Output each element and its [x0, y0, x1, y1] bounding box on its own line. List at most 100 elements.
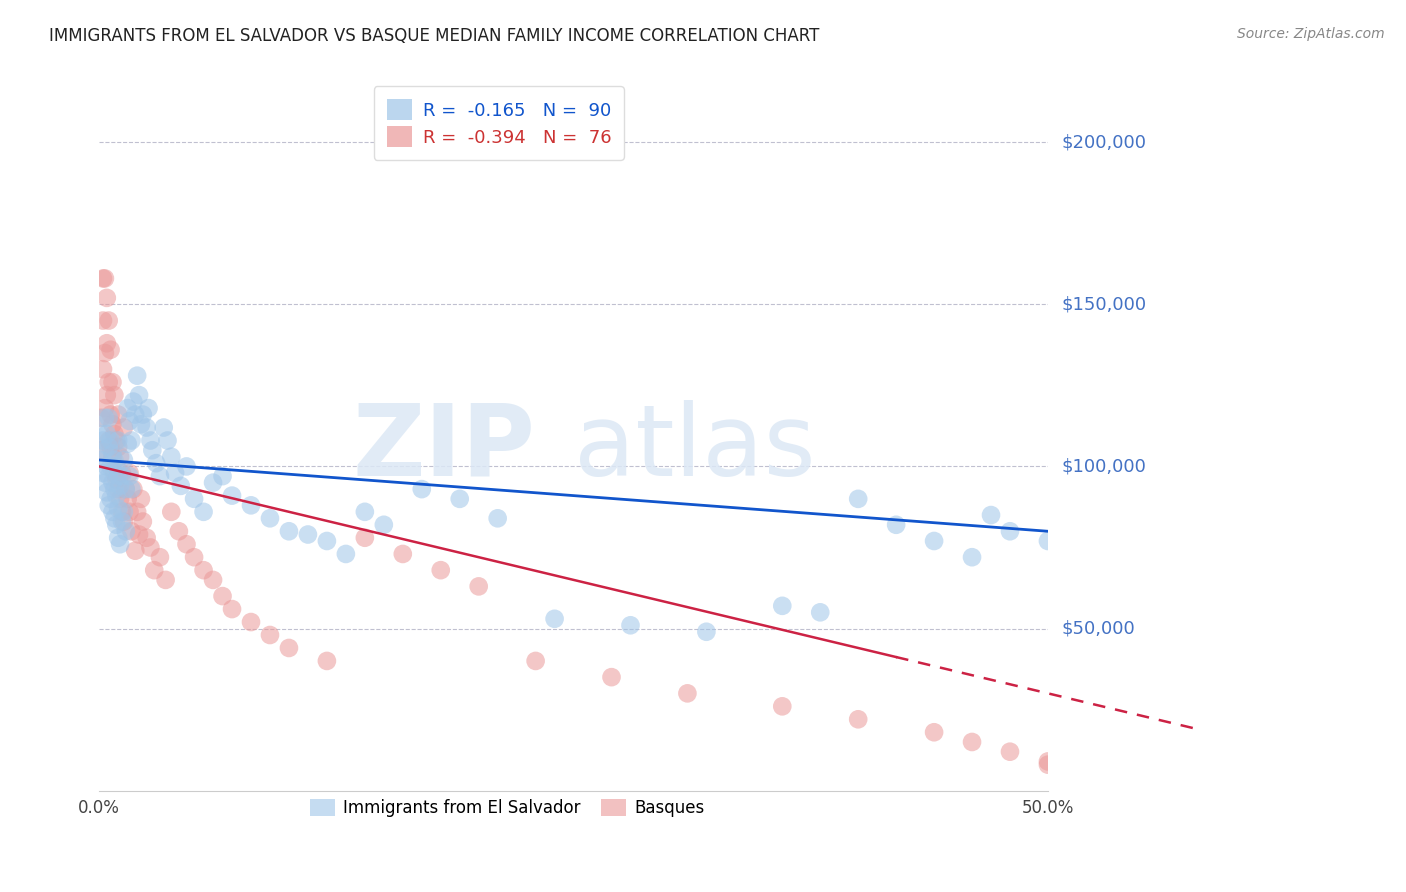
Point — [846, 491, 869, 506]
Point — [155, 573, 177, 587]
Point — [96, 485, 118, 500]
Point — [97, 499, 120, 513]
Point — [884, 517, 907, 532]
Point — [135, 420, 157, 434]
Text: $50,000: $50,000 — [1062, 620, 1136, 638]
Point — [118, 469, 141, 483]
Point — [100, 408, 122, 422]
Point — [118, 414, 141, 428]
Point — [108, 479, 131, 493]
Point — [176, 537, 198, 551]
Point — [100, 434, 122, 448]
Point — [138, 401, 160, 415]
Point — [121, 434, 143, 448]
Point — [117, 491, 139, 506]
Point — [391, 547, 413, 561]
Point — [127, 368, 149, 383]
Point — [96, 336, 118, 351]
Text: ZIP: ZIP — [353, 400, 536, 497]
Point — [118, 505, 141, 519]
Point — [278, 640, 301, 655]
Point — [259, 511, 281, 525]
Point — [114, 482, 136, 496]
Point — [101, 475, 124, 490]
Point — [139, 541, 162, 555]
Point — [960, 550, 983, 565]
Point — [278, 524, 301, 539]
Point — [240, 499, 263, 513]
Point — [132, 408, 155, 422]
Point — [107, 434, 129, 448]
Point — [211, 469, 233, 483]
Point — [105, 434, 128, 448]
Point — [96, 291, 118, 305]
Point — [94, 443, 117, 458]
Point — [240, 615, 263, 629]
Point — [808, 605, 831, 619]
Point — [193, 505, 215, 519]
Point — [100, 343, 122, 357]
Point — [90, 427, 112, 442]
Point — [297, 527, 319, 541]
Point — [94, 410, 117, 425]
Point — [108, 491, 131, 506]
Point — [121, 482, 143, 496]
Point — [114, 482, 136, 496]
Point — [202, 573, 225, 587]
Point — [467, 579, 489, 593]
Point — [91, 434, 114, 448]
Point — [117, 401, 139, 415]
Point — [101, 375, 124, 389]
Point — [107, 501, 129, 516]
Point — [998, 745, 1021, 759]
Point — [105, 459, 128, 474]
Point — [211, 589, 233, 603]
Point — [335, 547, 357, 561]
Point — [101, 417, 124, 432]
Point — [124, 543, 146, 558]
Point — [149, 469, 172, 483]
Point — [122, 482, 145, 496]
Point — [429, 563, 451, 577]
Text: IMMIGRANTS FROM EL SALVADOR VS BASQUE MEDIAN FAMILY INCOME CORRELATION CHART: IMMIGRANTS FROM EL SALVADOR VS BASQUE ME… — [49, 27, 820, 45]
Point — [132, 515, 155, 529]
Point — [373, 517, 395, 532]
Point — [114, 524, 136, 539]
Point — [960, 735, 983, 749]
Point — [1036, 757, 1059, 772]
Point — [145, 456, 167, 470]
Point — [139, 434, 162, 448]
Point — [922, 533, 945, 548]
Point — [97, 410, 120, 425]
Point — [100, 491, 122, 506]
Text: atlas: atlas — [574, 400, 815, 497]
Point — [103, 388, 125, 402]
Point — [193, 563, 215, 577]
Point — [96, 459, 118, 474]
Point — [90, 410, 112, 425]
Point — [127, 505, 149, 519]
Point — [259, 628, 281, 642]
Point — [103, 427, 125, 442]
Point — [94, 475, 117, 490]
Text: $150,000: $150,000 — [1062, 295, 1147, 313]
Point — [117, 436, 139, 450]
Point — [101, 450, 124, 464]
Point — [1036, 533, 1059, 548]
Point — [167, 524, 190, 539]
Point — [1036, 755, 1059, 769]
Point — [112, 515, 135, 529]
Point — [160, 505, 183, 519]
Point — [695, 624, 717, 639]
Point — [91, 271, 114, 285]
Point — [107, 469, 129, 483]
Point — [94, 346, 117, 360]
Point — [543, 612, 565, 626]
Point — [96, 388, 118, 402]
Point — [316, 533, 339, 548]
Point — [846, 712, 869, 726]
Point — [97, 469, 120, 483]
Point — [105, 489, 128, 503]
Point — [129, 491, 152, 506]
Point — [90, 453, 112, 467]
